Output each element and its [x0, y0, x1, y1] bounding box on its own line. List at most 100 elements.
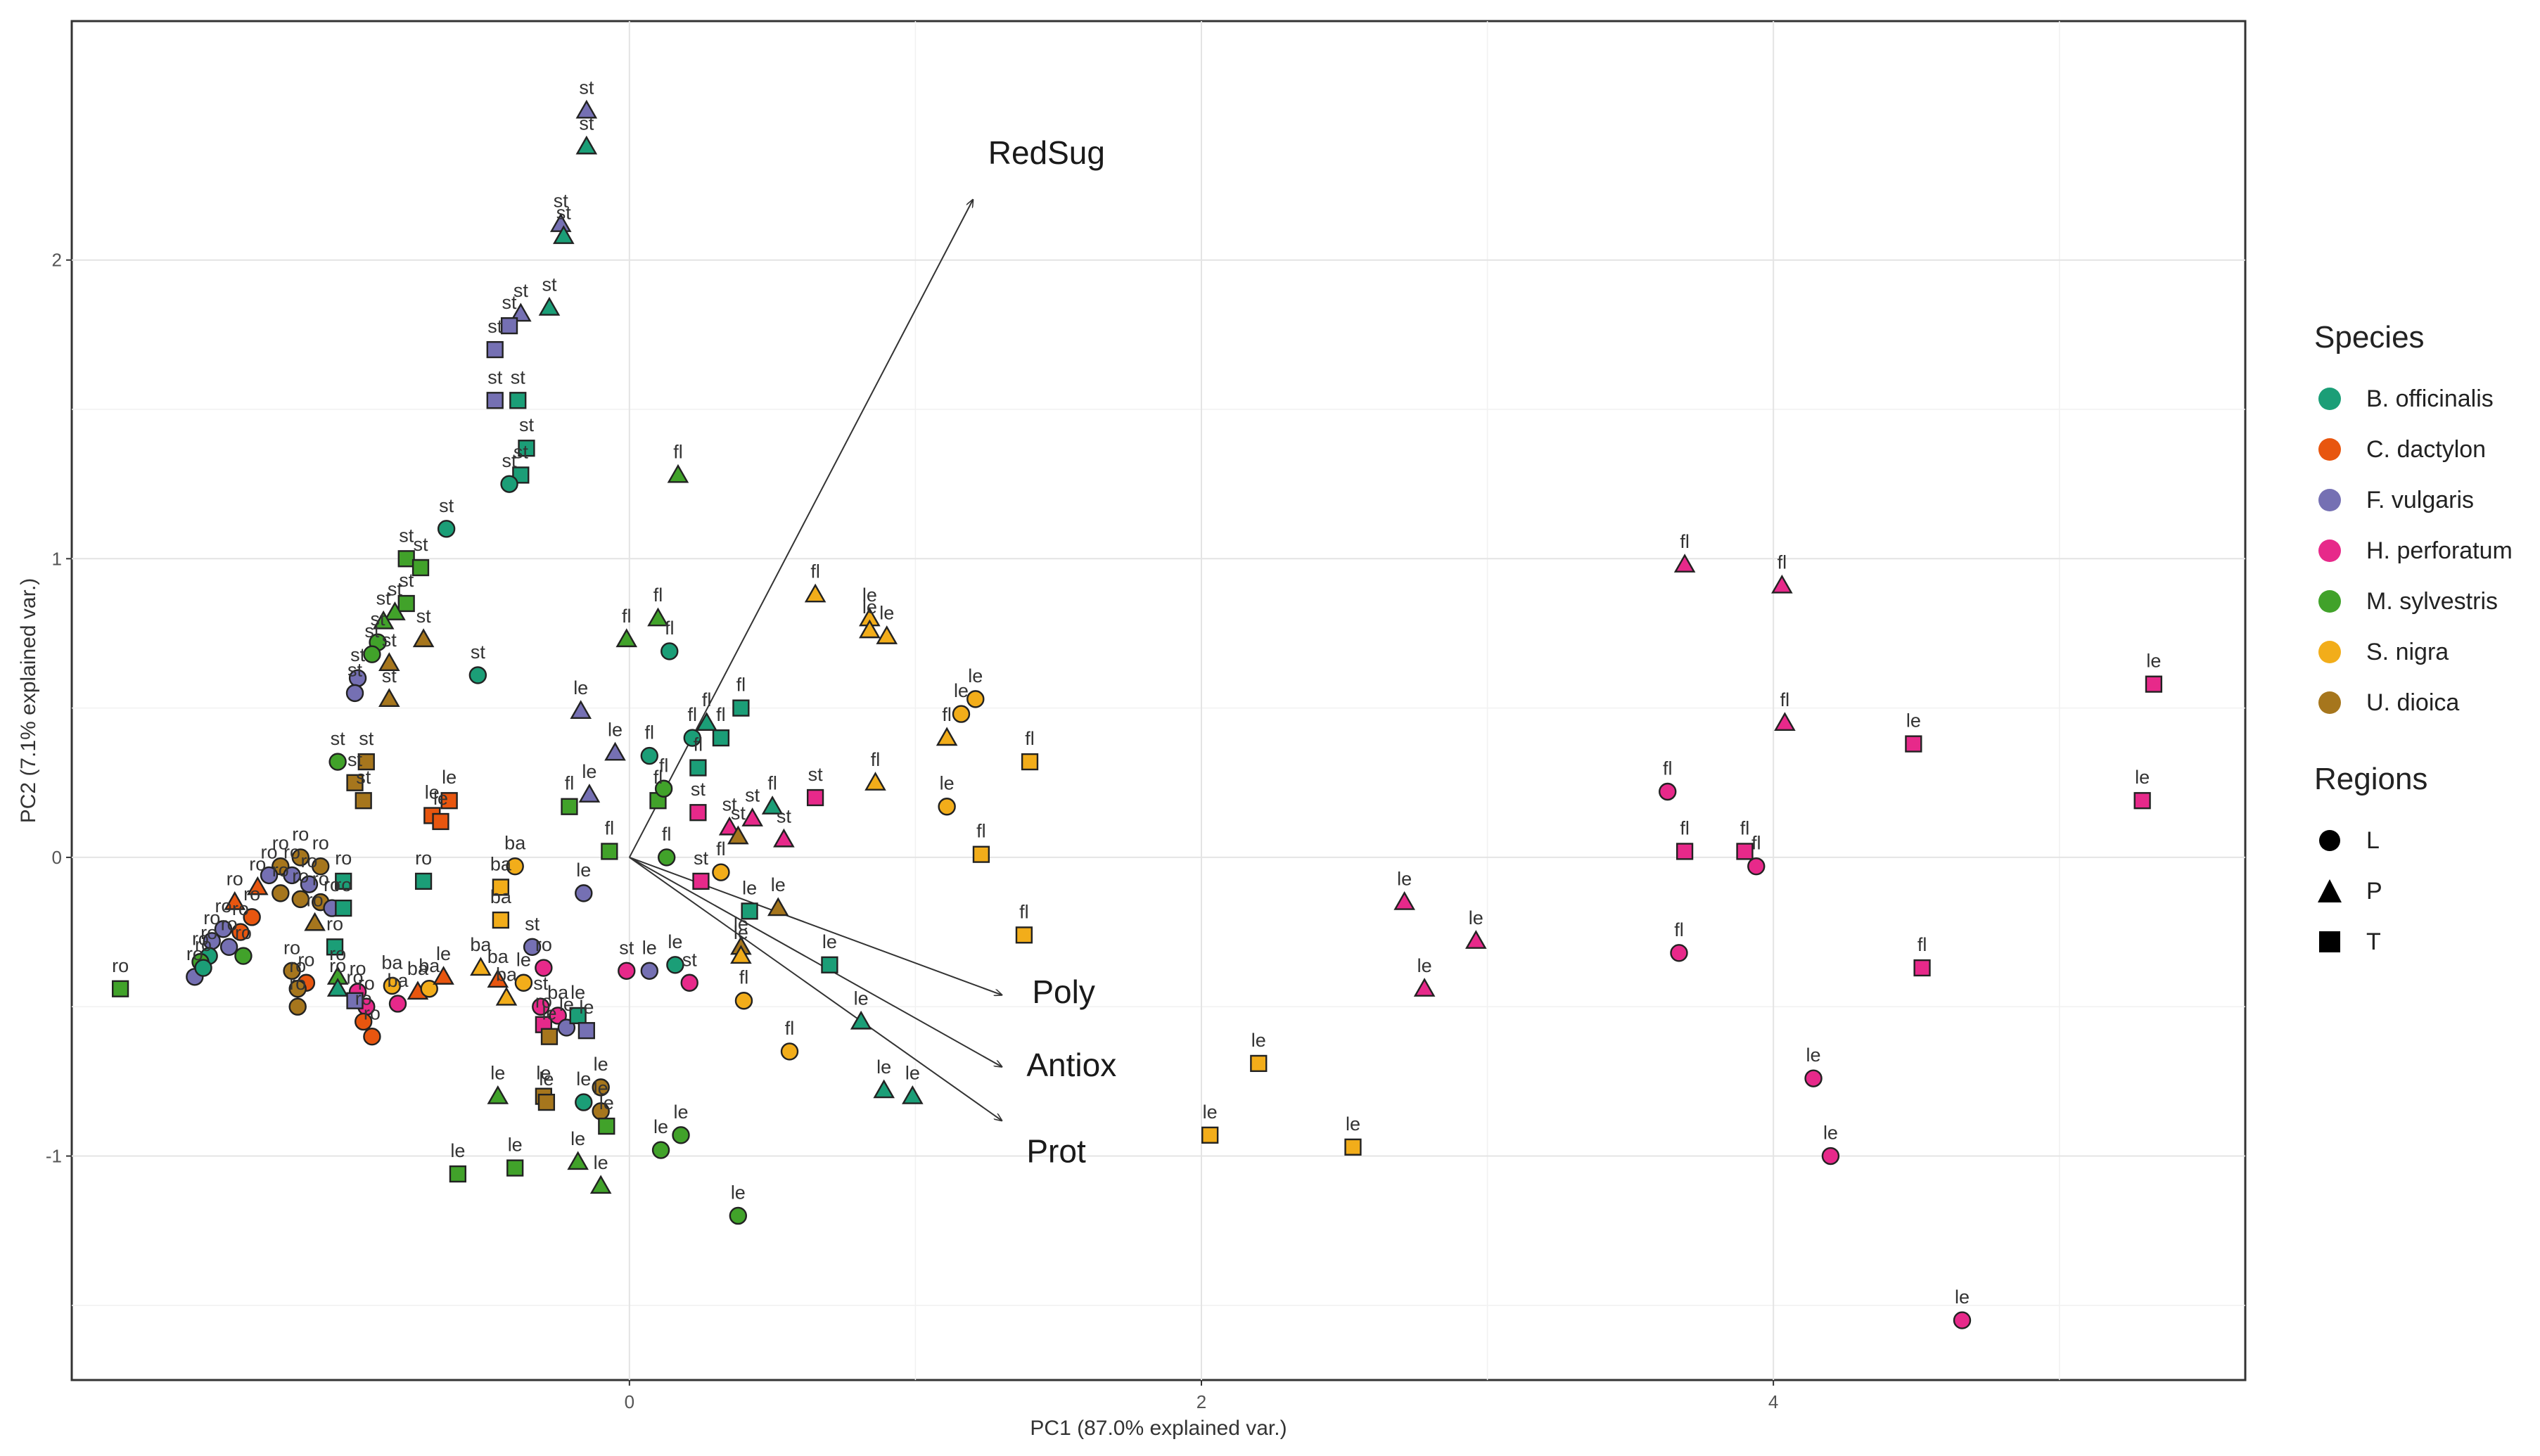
point-label: fl — [659, 755, 669, 776]
point-label: fl — [976, 821, 986, 842]
square-icon — [2319, 931, 2340, 952]
point-label: le — [1346, 1113, 1360, 1135]
point-square — [326, 938, 344, 956]
y-tick-label: 2 — [52, 250, 62, 271]
point-label: ro — [215, 895, 231, 917]
point-label: ro — [329, 943, 346, 964]
point-label: fl — [662, 824, 672, 845]
point-label: ro — [355, 988, 372, 1009]
point-label: st — [554, 191, 569, 212]
point-square — [1913, 959, 1931, 977]
point-circle — [575, 884, 593, 902]
point-label: ro — [195, 934, 212, 955]
point-label: le — [905, 1063, 920, 1084]
point-label: ro — [283, 937, 300, 958]
point-label: st — [722, 793, 738, 815]
point-circle — [383, 976, 402, 995]
point-triangle — [378, 652, 400, 672]
point-circle — [420, 980, 438, 998]
point-label: st — [691, 779, 706, 800]
vector-arrow — [629, 857, 1002, 1120]
point-circle — [272, 884, 290, 902]
point-circle — [592, 1078, 610, 1097]
point-label: le — [570, 1128, 585, 1149]
point-triangle — [718, 816, 741, 836]
point-circle — [363, 1027, 381, 1046]
point-square — [500, 317, 518, 335]
point-label: le — [1906, 710, 1921, 732]
point-label: st — [414, 534, 429, 555]
point-label: fl — [1025, 728, 1035, 749]
point-triangle — [1774, 712, 1796, 731]
point-square — [432, 812, 449, 831]
point-label: le — [1417, 955, 1432, 976]
point-triangle — [876, 625, 898, 644]
species-legend-label: U. dioica — [2366, 689, 2460, 716]
point-label: le — [1955, 1286, 1970, 1308]
point-circle — [231, 923, 250, 941]
point-square — [561, 798, 578, 815]
point-label: le — [653, 1116, 668, 1137]
point-square — [506, 1159, 524, 1177]
point-square — [1021, 753, 1039, 771]
point-circle — [952, 705, 971, 723]
point-circle — [680, 973, 698, 992]
point-label: le — [1203, 1101, 1218, 1123]
point-label: le — [771, 874, 786, 895]
point-triangle — [1393, 890, 1415, 910]
point-square — [486, 392, 504, 409]
point-label: st — [502, 292, 518, 313]
point-triangle — [372, 610, 395, 630]
point-label: st — [399, 570, 414, 591]
species-legend-item: H. perforatum — [2314, 525, 2513, 576]
point-triangle — [487, 969, 509, 988]
point-label: st — [579, 113, 594, 134]
point-circle — [437, 520, 456, 538]
point-triangle — [378, 688, 400, 707]
point-label: ro — [243, 883, 260, 905]
point-label: fl — [665, 618, 675, 639]
point-triangle — [730, 945, 752, 964]
point-triangle — [433, 966, 454, 985]
point-label: fl — [1019, 901, 1029, 922]
species-legend-label: B. officinalis — [2366, 385, 2494, 412]
point-triangle — [304, 912, 326, 931]
point-label: st — [745, 785, 760, 806]
vector-arrow — [629, 856, 1002, 995]
point-label: fl — [1663, 758, 1673, 779]
point-label: ro — [221, 913, 238, 934]
point-triangle — [570, 700, 592, 719]
point-label: ro — [535, 934, 552, 955]
species-legend-item: C. dactylon — [2314, 424, 2513, 475]
point-label: fl — [645, 722, 655, 743]
point-triangle — [575, 135, 598, 155]
point-triangle — [936, 727, 958, 746]
point-label: ro — [415, 848, 432, 869]
point-square — [732, 699, 750, 717]
point-square — [449, 1165, 467, 1183]
point-triangle — [553, 225, 575, 244]
point-circle — [549, 1007, 567, 1025]
point-label: ro — [300, 850, 317, 871]
point-label: ro — [186, 943, 203, 964]
point-label: ba — [490, 853, 512, 874]
swatch-circle — [2318, 590, 2341, 613]
point-circle — [532, 997, 550, 1016]
point-triangle — [567, 1151, 589, 1170]
point-label: st — [347, 749, 363, 770]
point-square — [414, 872, 433, 890]
point-circle — [654, 779, 673, 798]
point-circle — [938, 798, 956, 816]
point-circle — [260, 866, 279, 885]
point-label: le — [573, 677, 588, 698]
point-label: le — [539, 1068, 554, 1090]
point-label: le — [450, 1140, 465, 1161]
point-label: st — [579, 77, 594, 98]
point-label: ba — [470, 934, 492, 955]
point-label: le — [425, 781, 440, 803]
point-square — [1736, 843, 1754, 860]
axis-ticks: 0 2 4 -1 0 1 2 — [46, 250, 1779, 1412]
point-label: st — [513, 280, 529, 301]
